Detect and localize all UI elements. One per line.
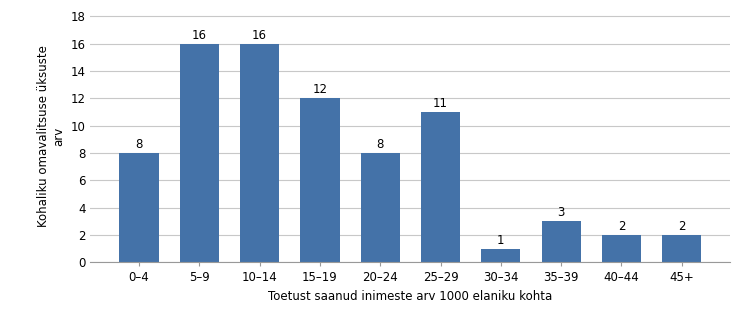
Text: 8: 8 [376,138,384,151]
Bar [541,221,581,262]
Bar [481,249,520,262]
Bar [240,44,279,262]
Y-axis label: Kohaliku omavalitsuse üksuste
arv: Kohaliku omavalitsuse üksuste arv [37,45,65,227]
Text: 12: 12 [312,84,328,96]
Bar [120,153,159,262]
Text: 8: 8 [136,138,143,151]
Text: 2: 2 [617,220,625,233]
Text: 16: 16 [192,29,207,42]
Bar [662,235,701,262]
Text: 16: 16 [252,29,267,42]
Bar [180,44,219,262]
Bar [361,153,400,262]
Bar [602,235,641,262]
Bar [300,99,340,262]
X-axis label: Toetust saanud inimeste arv 1000 elaniku kohta: Toetust saanud inimeste arv 1000 elaniku… [268,290,553,303]
Bar [421,112,460,262]
Text: 3: 3 [557,206,565,219]
Text: 11: 11 [433,97,448,110]
Text: 1: 1 [497,234,505,247]
Text: 2: 2 [678,220,685,233]
